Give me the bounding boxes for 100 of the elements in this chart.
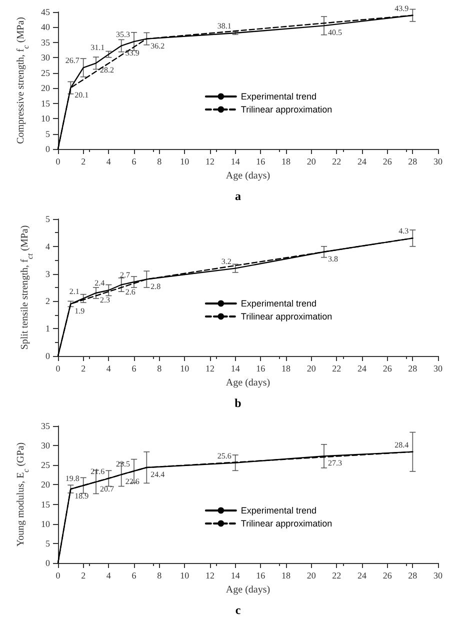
data-label: 28.4	[394, 440, 409, 450]
y-tick-label: 15	[41, 98, 50, 108]
y-tick-label: 0	[46, 144, 50, 154]
x-tick-label: 28	[408, 156, 418, 166]
x-tick-label: 6	[132, 364, 137, 374]
y-tick-label: 2	[46, 296, 50, 306]
x-tick-label: 12	[206, 364, 214, 374]
x-tick-label: 14	[230, 156, 240, 166]
x-tick-label: 4	[106, 364, 112, 374]
x-tick-label: 4	[106, 570, 112, 580]
data-label: 28.2	[100, 66, 114, 75]
x-tick-label: 14	[230, 570, 240, 580]
x-tick-label: 22	[332, 156, 342, 166]
data-label: 2.8	[150, 282, 161, 291]
data-label: 3.8	[328, 254, 338, 264]
x-tick-label: 12	[206, 570, 214, 580]
x-tick-label: 0	[56, 570, 61, 580]
x-tick-label: 22	[332, 364, 342, 374]
y-tick-label: 20	[41, 480, 50, 490]
x-tick-label: 30	[434, 570, 443, 580]
y-tick-label: 5	[46, 538, 50, 548]
x-axis-title: Age (days)	[226, 170, 270, 182]
data-label: 40.5	[328, 28, 342, 38]
y-tick-label: 3	[46, 268, 50, 279]
x-tick-label: 10	[180, 364, 190, 374]
y-tick-label: 25	[41, 460, 50, 470]
x-tick-label: 26	[382, 364, 392, 374]
x-tick-label: 22	[332, 570, 342, 580]
x-tick-label: 0	[56, 364, 61, 374]
x-tick-label: 30	[434, 364, 443, 374]
x-axis-title: Age (days)	[226, 584, 270, 596]
data-label: 36.2	[150, 41, 165, 50]
y-tick-label: 0	[46, 558, 50, 568]
text: c	[235, 603, 242, 617]
x-tick-label: 8	[157, 570, 162, 580]
x-tick-label: 24	[358, 156, 367, 166]
x-tick-label: 16	[256, 364, 266, 374]
x-tick-label: 28	[408, 364, 418, 374]
data-label: 21.6	[90, 466, 105, 476]
data-label: 2.7	[120, 270, 130, 280]
x-tick-label: 18	[282, 364, 291, 374]
x-tick-label: 20	[306, 364, 316, 374]
data-label: 18.9	[74, 492, 89, 501]
x-tick-label: 8	[157, 364, 162, 374]
x-tick-label: 20	[306, 570, 316, 580]
x-tick-label: 10	[180, 156, 190, 166]
y-axis-title: Split tensile strength, fct (MPa)	[20, 225, 34, 350]
x-tick-label: 0	[56, 156, 61, 166]
x-tick-label: 6	[132, 570, 137, 580]
x-tick-label: 2	[81, 364, 86, 374]
x-tick-label: 28	[408, 570, 418, 580]
data-label: 35.3	[116, 30, 130, 40]
y-tick-label: 5	[46, 128, 50, 139]
y-tick-label: 25	[41, 68, 50, 78]
y-tick-label: 40	[41, 22, 50, 32]
y-axis-title: Young modulus, Ec (GPa)	[16, 442, 31, 547]
x-tick-label: 16	[256, 156, 266, 166]
data-label: 2.6	[125, 287, 136, 296]
data-label: 3.2	[221, 256, 232, 266]
text: b	[234, 396, 242, 410]
x-tick-label: 24	[358, 570, 367, 580]
data-label: 43.9	[394, 4, 409, 13]
data-label: 38.1	[217, 22, 232, 31]
x-tick-label: 18	[282, 156, 291, 166]
data-label: 24.4	[150, 470, 165, 479]
x-tick-label: 2	[81, 156, 86, 166]
legend-label: Experimental trend	[240, 91, 316, 102]
data-label: 2.1	[69, 286, 80, 296]
data-label: 20.7	[100, 484, 114, 494]
data-label: 27.3	[328, 458, 342, 468]
data-label: 20.1	[74, 90, 89, 100]
x-tick-label: 14	[230, 364, 240, 374]
legend-label: Trilinear approximation	[240, 104, 332, 114]
x-tick-label: 26	[382, 156, 392, 166]
data-label: 23.5	[116, 460, 130, 469]
y-tick-label: 10	[41, 114, 50, 124]
data-label: 2.4	[94, 278, 105, 288]
y-tick-label: 35	[41, 37, 50, 48]
x-tick-label: 24	[358, 364, 367, 374]
data-label: 1.9	[74, 306, 85, 316]
data-label: 26.7	[65, 56, 80, 66]
y-tick-label: 20	[41, 83, 50, 94]
y-tick-label: 1	[46, 324, 50, 334]
y-tick-label: 5	[46, 214, 50, 224]
x-tick-label: 16	[256, 570, 266, 580]
x-tick-label: 6	[132, 156, 137, 166]
text: a	[235, 189, 241, 203]
y-tick-label: 45	[41, 7, 50, 17]
y-tick-label: 30	[41, 440, 50, 451]
data-label: 31.1	[90, 42, 105, 52]
x-tick-label: 30	[434, 156, 443, 166]
legend-label: Trilinear approximation	[240, 518, 332, 528]
y-tick-label: 10	[41, 518, 50, 529]
data-label: 33.9	[125, 48, 140, 58]
x-tick-label: 10	[180, 570, 190, 580]
y-tick-label: 35	[41, 421, 50, 431]
data-label: 4.3	[398, 226, 409, 236]
legend-label: Experimental trend	[240, 505, 316, 516]
data-label: 2.3	[100, 295, 110, 304]
x-tick-label: 4	[106, 156, 112, 166]
